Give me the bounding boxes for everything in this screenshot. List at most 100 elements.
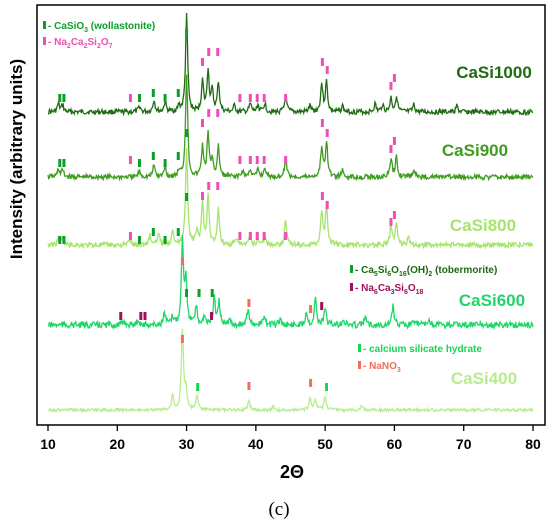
phase-marker bbox=[262, 94, 266, 102]
phase-marker bbox=[392, 137, 396, 145]
phase-marker bbox=[262, 156, 266, 164]
pattern-casi800 bbox=[47, 147, 534, 250]
phase-marker bbox=[247, 299, 251, 307]
legend-swatch bbox=[43, 21, 46, 29]
phase-marker bbox=[185, 29, 189, 37]
phase-marker bbox=[176, 152, 180, 160]
legend-label: - CaSiO3 (wollastonite) bbox=[48, 21, 155, 34]
x-ticks: 10 20 30 40 50 60 70 80 bbox=[40, 425, 541, 452]
phase-marker bbox=[163, 159, 167, 167]
x-tick-label: 50 bbox=[317, 436, 333, 452]
phase-marker bbox=[320, 302, 324, 310]
pattern-casi400 bbox=[47, 328, 534, 414]
legend-label: - NaNO3 bbox=[363, 361, 401, 374]
phase-marker bbox=[248, 156, 252, 164]
x-tick-label: 30 bbox=[179, 436, 195, 452]
phase-legends: - CaSiO3 (wollastonite) - Na2Ca2Si2O7 - Ca… bbox=[43, 21, 497, 374]
phase-marker bbox=[207, 109, 211, 117]
phase-marker bbox=[248, 94, 252, 102]
phase-marker bbox=[58, 236, 62, 244]
phase-marker bbox=[389, 145, 393, 153]
phase-marker bbox=[58, 94, 62, 102]
diffraction-patterns bbox=[47, 12, 534, 414]
phase-marker bbox=[325, 66, 329, 74]
series-label-casi800: CaSi800 bbox=[450, 216, 516, 235]
phase-marker bbox=[143, 312, 147, 320]
legend-swatch bbox=[358, 344, 361, 352]
x-tick-label: 20 bbox=[109, 436, 125, 452]
phase-marker bbox=[128, 156, 132, 164]
phase-marker bbox=[320, 192, 324, 200]
phase-marker bbox=[238, 156, 242, 164]
phase-marker bbox=[247, 382, 251, 390]
legend-label: - Na6Ca3Si6O18 bbox=[355, 283, 424, 296]
legend-swatch bbox=[43, 37, 46, 45]
phase-marker bbox=[163, 236, 167, 244]
x-tick-label: 80 bbox=[525, 436, 541, 452]
phase-marker bbox=[201, 192, 205, 200]
phase-marker bbox=[185, 193, 189, 201]
legend-label: - calcium silicate hydrate bbox=[363, 344, 482, 355]
phase-marker bbox=[392, 74, 396, 82]
legend-label: - Na2Ca2Si2O7 bbox=[48, 37, 113, 50]
phase-marker bbox=[389, 218, 393, 226]
phase-marker bbox=[216, 48, 220, 56]
phase-marker bbox=[309, 305, 313, 313]
phase-marker bbox=[210, 289, 214, 297]
phase-marker bbox=[163, 94, 167, 102]
phase-marker bbox=[325, 201, 329, 209]
phase-marker bbox=[238, 94, 242, 102]
phase-marker bbox=[151, 89, 155, 97]
phase-marker bbox=[185, 289, 189, 297]
phase-marker bbox=[139, 312, 143, 320]
phase-marker bbox=[201, 119, 205, 127]
phase-markers bbox=[58, 29, 396, 391]
phase-marker bbox=[284, 232, 288, 240]
phase-marker bbox=[325, 383, 329, 391]
phase-marker bbox=[389, 82, 393, 90]
phase-marker bbox=[137, 159, 141, 167]
series-labels: CaSi1000 CaSi900 CaSi800 CaSi600 CaSi400 bbox=[442, 63, 532, 388]
phase-marker bbox=[58, 159, 62, 167]
phase-marker bbox=[238, 232, 242, 240]
phase-marker bbox=[62, 159, 66, 167]
phase-marker bbox=[320, 119, 324, 127]
phase-marker bbox=[119, 312, 123, 320]
x-tick-label: 70 bbox=[456, 436, 472, 452]
phase-marker bbox=[255, 156, 259, 164]
phase-marker bbox=[201, 58, 205, 66]
phase-marker bbox=[392, 211, 396, 219]
phase-marker bbox=[284, 156, 288, 164]
phase-marker bbox=[262, 232, 266, 240]
legend-label: - Ca5Si6O16(OH)2 (tobermorite) bbox=[355, 265, 497, 278]
phase-marker bbox=[62, 236, 66, 244]
phase-marker bbox=[137, 236, 141, 244]
phase-marker bbox=[176, 228, 180, 236]
phase-marker bbox=[248, 232, 252, 240]
pattern-casi900 bbox=[47, 74, 534, 182]
phase-marker bbox=[309, 379, 313, 387]
x-tick-label: 60 bbox=[387, 436, 403, 452]
phase-marker bbox=[196, 383, 200, 391]
phase-marker bbox=[320, 58, 324, 66]
phase-marker bbox=[207, 182, 211, 190]
y-axis-title: Intensity (arbitrary units) bbox=[7, 59, 26, 259]
phase-marker bbox=[325, 129, 329, 137]
phase-marker bbox=[185, 129, 189, 137]
series-label-casi600: CaSi600 bbox=[459, 291, 525, 310]
plot-frame bbox=[36, 4, 546, 426]
series-label-casi900: CaSi900 bbox=[442, 141, 508, 160]
phase-marker bbox=[255, 232, 259, 240]
phase-marker bbox=[255, 94, 259, 102]
phase-marker bbox=[128, 232, 132, 240]
phase-marker bbox=[216, 109, 220, 117]
legend-swatch bbox=[358, 361, 361, 369]
phase-marker bbox=[284, 94, 288, 102]
phase-marker bbox=[216, 182, 220, 190]
series-label-casi400: CaSi400 bbox=[451, 369, 517, 388]
phase-marker bbox=[128, 94, 132, 102]
phase-marker bbox=[62, 94, 66, 102]
pattern-casi600 bbox=[47, 234, 534, 331]
phase-marker bbox=[151, 228, 155, 236]
